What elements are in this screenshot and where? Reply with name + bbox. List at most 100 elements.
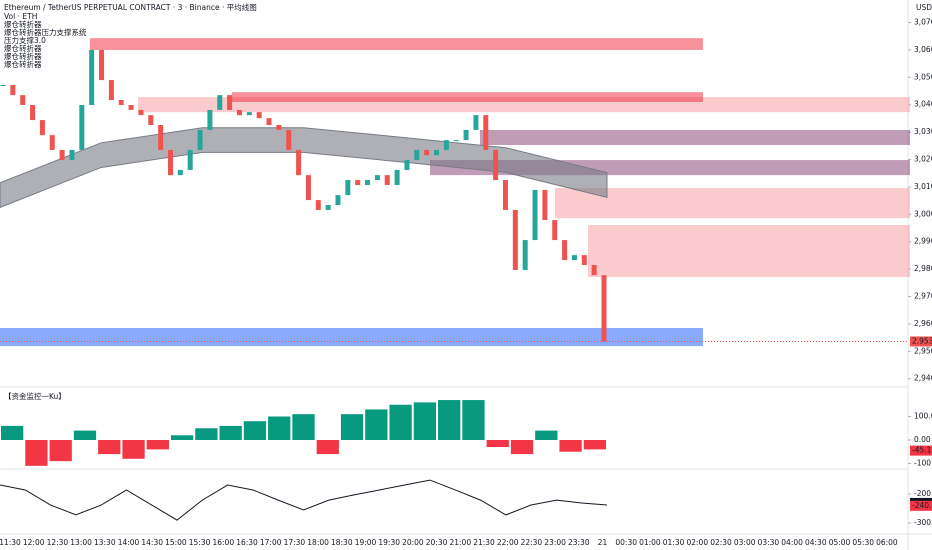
price-zone	[555, 188, 910, 219]
value-tag	[910, 445, 932, 456]
candle	[305, 175, 311, 201]
x-tick-label: 17:00	[260, 538, 282, 547]
histogram-bar	[195, 428, 218, 440]
candle	[552, 220, 558, 241]
x-tick-label: 05:30	[852, 538, 874, 547]
histogram-bar	[292, 414, 315, 440]
ma-band	[0, 127, 608, 209]
y-tick-label: 3,070.00	[914, 18, 932, 27]
candle	[236, 109, 242, 116]
candle	[443, 140, 449, 150]
value-tag-label: -240.78	[912, 501, 932, 510]
y-tick-label: -100.00	[914, 458, 932, 467]
histogram-bar	[122, 439, 145, 459]
y-tick-label: -200.00	[914, 489, 932, 498]
x-tick-label: 22:00	[497, 538, 519, 547]
y-tick-label: 0.00	[914, 435, 931, 444]
candle	[394, 169, 400, 185]
x-tick-label: 01:30	[663, 538, 685, 547]
candle	[601, 275, 607, 342]
x-tick-label: 14:00	[118, 538, 140, 547]
candle	[30, 105, 36, 121]
x-tick-label: 01:00	[639, 538, 661, 547]
candle	[59, 149, 65, 161]
x-tick-label: 02:30	[710, 538, 732, 547]
candle	[10, 85, 16, 96]
x-tick-label: 21:30	[473, 538, 495, 547]
histogram-bar	[170, 435, 194, 440]
candle	[374, 175, 380, 181]
candle	[493, 149, 499, 181]
candle	[434, 149, 440, 156]
price-zone	[232, 92, 703, 102]
x-tick-label: 17:30	[284, 538, 306, 547]
x-tick-label: 14:30	[141, 538, 163, 547]
candle	[384, 175, 390, 185]
x-tick-label: 18:00	[307, 538, 329, 547]
y-tick-label: 3,010.00	[914, 182, 932, 191]
candle	[138, 109, 144, 116]
x-tick-label: 13:00	[70, 538, 92, 547]
candle	[69, 149, 75, 161]
histogram-bar	[340, 414, 364, 440]
candle	[167, 149, 173, 176]
x-tick-label: 23:00	[544, 538, 566, 547]
candle	[335, 195, 341, 205]
candle	[512, 209, 518, 270]
histogram-bar	[73, 430, 97, 440]
y-tick-label: 2,990.00	[914, 237, 932, 246]
candle	[453, 140, 459, 142]
candle	[227, 95, 233, 110]
candle	[118, 100, 124, 105]
candle	[79, 105, 85, 150]
price-zone	[588, 225, 910, 278]
x-tick-label: 19:00	[355, 538, 377, 547]
y-tick-label: 2,950.00	[914, 346, 932, 355]
candle	[158, 125, 164, 150]
candle	[315, 200, 321, 210]
candle	[581, 255, 587, 265]
candle	[345, 180, 351, 196]
x-tick-label: 04:30	[805, 538, 827, 547]
x-tick-label: 21	[598, 538, 608, 547]
histogram-bar	[1, 425, 24, 440]
candle	[39, 120, 45, 136]
indicator-name: Vol · ETH	[4, 12, 37, 21]
candle	[128, 105, 134, 110]
candle	[532, 189, 538, 241]
y-tick-label: 3,040.00	[914, 100, 932, 109]
x-tick-label: 03:00	[734, 538, 756, 547]
x-tick-label: 16:00	[212, 538, 234, 547]
indicator-name: 爆仓转折器	[4, 43, 42, 53]
histogram-bar	[146, 439, 169, 450]
x-tick-label: 21:00	[449, 538, 471, 547]
candle	[591, 265, 597, 276]
histogram-bar	[25, 439, 48, 466]
candle	[414, 149, 420, 161]
indicator-name: 爆仓转折器	[4, 51, 42, 61]
candle	[148, 115, 154, 125]
value-tag	[910, 500, 932, 511]
x-tick-label: 22:30	[521, 538, 543, 547]
candle	[207, 109, 213, 130]
candle	[108, 80, 114, 101]
x-tick-label: 11:30	[0, 538, 21, 547]
candle	[187, 149, 193, 170]
price-zone	[90, 38, 703, 50]
price-zone	[480, 129, 910, 145]
y-tick-label: 2,960.00	[914, 319, 932, 328]
x-tick-label: 15:00	[165, 538, 187, 547]
y-tick-label: 3,060.00	[914, 45, 932, 54]
histogram-bar	[510, 439, 534, 455]
value-tag-label: -45.16	[912, 446, 932, 455]
y-tick-label: 2,970.00	[914, 292, 932, 301]
histogram-bar	[559, 439, 582, 452]
x-tick-label: 20:00	[402, 538, 424, 547]
x-tick-label: 05:00	[829, 538, 851, 547]
x-tick-label: 06:00	[876, 538, 898, 547]
candle	[562, 240, 568, 261]
x-tick-label: 13:30	[94, 538, 116, 547]
price-zone	[0, 328, 703, 347]
indicator-name: 爆仓转折器	[4, 59, 42, 69]
x-tick-label: 02:00	[686, 538, 708, 547]
